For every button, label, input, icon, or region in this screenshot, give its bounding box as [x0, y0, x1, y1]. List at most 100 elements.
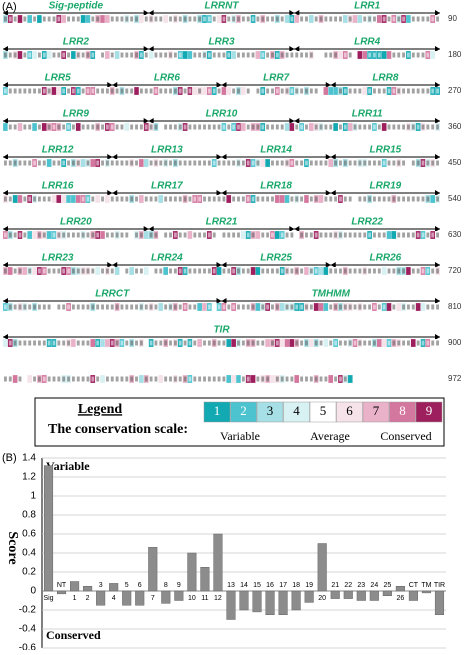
x-tick-label: 24: [370, 582, 378, 589]
residue-glyph: [81, 268, 85, 274]
residue: [284, 194, 290, 204]
residue-glyph: [135, 52, 138, 58]
residue-glyph: [96, 16, 100, 22]
residue-glyph: [319, 340, 323, 346]
residue-glyph: [23, 88, 27, 94]
x-tick-label: 21: [331, 582, 339, 589]
residue-glyph: [130, 52, 134, 58]
residue-glyph: [71, 124, 75, 130]
x-tick-label: 10: [188, 595, 196, 602]
residue-glyph: [392, 340, 396, 346]
residue-glyph: [159, 160, 163, 166]
residue-glyph: [334, 376, 338, 382]
residue-glyph: [436, 304, 439, 310]
residue-glyph: [120, 232, 124, 238]
residue: [70, 194, 76, 204]
residue-glyph: [169, 340, 172, 346]
residue-glyph: [290, 232, 294, 238]
residue: [347, 122, 353, 132]
residue-glyph: [368, 88, 372, 94]
residue-glyph: [266, 52, 270, 58]
residue-glyph: [164, 196, 168, 202]
residue: [308, 338, 314, 348]
residue-glyph: [411, 52, 415, 58]
residue-glyph: [343, 88, 347, 94]
residue-glyph: [402, 304, 406, 310]
residue-glyph: [125, 52, 129, 58]
residue-glyph: [300, 52, 304, 58]
residue-glyph: [96, 340, 100, 346]
residue-glyph: [426, 16, 430, 22]
residue-glyph: [86, 88, 90, 94]
residue-glyph: [91, 376, 95, 382]
residue-glyph: [207, 232, 211, 238]
residue-glyph: [42, 160, 46, 166]
residue-glyph: [353, 232, 357, 238]
domain-arrow: [216, 262, 227, 268]
residue-glyph: [358, 196, 362, 202]
residue-glyph: [261, 340, 265, 346]
residue-glyph: [329, 340, 333, 346]
x-tick-label: CT: [409, 582, 419, 589]
legend-title: Legend: [78, 402, 123, 417]
residue: [90, 158, 96, 168]
residue-glyph: [339, 88, 342, 94]
residue: [163, 14, 169, 24]
residue-glyph: [212, 52, 216, 58]
residue-glyph: [348, 52, 352, 58]
residue: [148, 50, 154, 60]
residue-glyph: [261, 268, 265, 274]
residue: [66, 194, 72, 204]
row-end-number: 270: [448, 86, 462, 95]
residue-glyph: [407, 304, 410, 310]
residue-glyph: [207, 88, 211, 94]
domain-arrow: [325, 262, 336, 268]
residue-glyph: [86, 376, 90, 382]
residue: [381, 50, 387, 60]
residue-glyph: [169, 268, 172, 274]
residue-glyph: [261, 304, 265, 310]
residue-glyph: [203, 376, 206, 382]
residue-glyph: [37, 52, 41, 58]
row-end-number: 720: [448, 266, 462, 275]
residue: [143, 339, 149, 347]
residue-glyph: [37, 232, 41, 238]
residue-glyph: [81, 88, 85, 94]
x-tick-label: 18: [292, 582, 300, 589]
domain-label: LRR9: [63, 109, 90, 120]
residue-glyph: [280, 16, 284, 22]
residue-glyph: [96, 88, 100, 94]
residue: [158, 194, 164, 204]
domain-arrow: [216, 82, 227, 88]
residue-glyph: [105, 160, 109, 166]
residue-glyph: [237, 124, 240, 130]
residue-glyph: [324, 160, 328, 166]
residue-glyph: [222, 340, 226, 346]
residue: [138, 374, 144, 384]
residue-glyph: [217, 88, 221, 94]
y-tick-label: 0.4: [22, 548, 36, 559]
residue-glyph: [115, 16, 119, 22]
residue-glyph: [169, 196, 172, 202]
residue-glyph: [416, 340, 420, 346]
residue: [211, 303, 217, 311]
residue-glyph: [373, 232, 376, 238]
residue-glyph: [47, 16, 51, 22]
residue-glyph: [222, 160, 226, 166]
residue-glyph: [407, 124, 410, 130]
residue-glyph: [57, 304, 61, 310]
residue-glyph: [421, 196, 425, 202]
residue-glyph: [227, 16, 231, 22]
residue-glyph: [261, 196, 265, 202]
residue-glyph: [110, 232, 114, 238]
residue-glyph: [217, 340, 221, 346]
legend-average: Average: [310, 429, 350, 443]
residue-glyph: [222, 232, 226, 238]
residue-glyph: [193, 376, 197, 382]
domain-label: LRR18: [260, 181, 292, 192]
residue-glyph: [290, 376, 294, 382]
residue-glyph: [193, 340, 197, 346]
residue-glyph: [397, 196, 401, 202]
residue-glyph: [198, 88, 202, 94]
residue-glyph: [402, 268, 406, 274]
